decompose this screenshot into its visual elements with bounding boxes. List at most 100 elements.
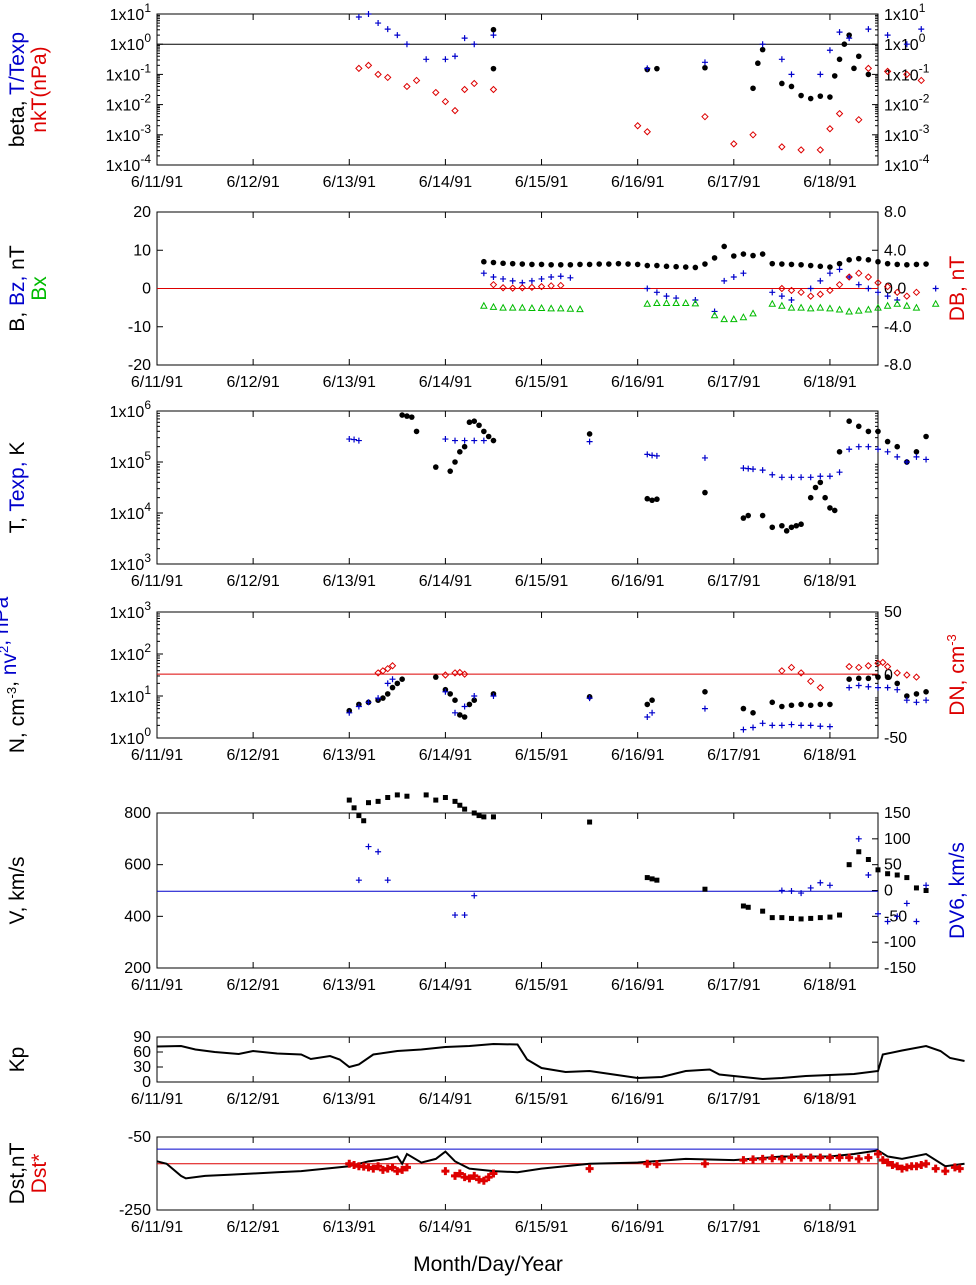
data-point-beta <box>918 26 925 33</box>
data-point-T <box>653 452 660 459</box>
data-point-B <box>663 293 670 300</box>
data-point-T <box>466 419 473 426</box>
data-point-N <box>394 680 401 687</box>
data-point-T <box>884 448 891 455</box>
data-point-N <box>355 703 362 710</box>
data-point-B <box>653 298 661 307</box>
data-point-V <box>471 810 477 816</box>
data-point-T <box>471 418 478 425</box>
data-point-Dst <box>883 1158 892 1167</box>
data-point-N <box>779 703 785 710</box>
data-point-B <box>518 284 527 292</box>
data-point-Dst <box>878 1156 887 1165</box>
data-point-beta <box>452 53 459 60</box>
data-point-B <box>826 270 833 277</box>
data-point-T <box>399 412 405 418</box>
data-point-beta <box>846 35 853 42</box>
data-point-N <box>441 671 450 679</box>
data-point-V <box>471 892 478 899</box>
data-point-N <box>817 701 824 708</box>
data-point-T <box>783 528 790 534</box>
y2-tick-label: 1x101 <box>884 1 926 24</box>
y-tick-label: 200 <box>124 960 151 977</box>
data-point-B <box>798 261 804 268</box>
data-point-Dst <box>643 1159 652 1168</box>
data-point-B <box>827 264 833 270</box>
data-point-N <box>855 675 862 682</box>
data-point-B <box>710 311 719 319</box>
data-point-B <box>500 260 506 267</box>
y-tick-label: 1x10-4 <box>106 152 152 175</box>
data-point-V <box>826 882 833 889</box>
data-point-beta <box>797 146 805 154</box>
data-point-T <box>701 454 708 461</box>
x-tick-label: 6/16/91 <box>611 174 664 191</box>
data-point-T <box>654 496 660 503</box>
data-point-B <box>643 299 652 307</box>
data-point-T <box>826 473 833 480</box>
data-point-B <box>672 298 680 307</box>
x-tick-label: 6/14/91 <box>419 573 472 590</box>
data-point-beta <box>798 92 804 99</box>
data-point-B <box>768 299 777 307</box>
data-point-B <box>538 275 545 282</box>
data-point-N <box>806 677 815 686</box>
y2-tick-label: -8.0 <box>884 357 912 374</box>
data-point-beta <box>403 41 410 48</box>
data-point-V <box>846 862 852 868</box>
data-point-V <box>375 848 382 855</box>
data-point-B <box>739 313 748 321</box>
data-point-B <box>875 289 881 296</box>
data-point-V <box>356 813 362 819</box>
y2-tick-label: -150 <box>884 960 916 977</box>
data-point-N <box>913 699 920 706</box>
data-point-V <box>798 916 804 922</box>
data-point-B <box>807 285 814 292</box>
y-axis-label-Dst: Dst,nT <box>6 1142 29 1204</box>
data-point-T <box>779 522 785 529</box>
y-axis-label-N: N, cm-3, nv2, nPa <box>0 596 29 753</box>
data-point-beta <box>835 109 844 118</box>
data-point-V <box>404 793 410 799</box>
data-point-T <box>745 512 752 519</box>
data-point-T <box>855 423 862 430</box>
data-point-Dst <box>816 1153 825 1162</box>
data-point-beta <box>701 112 709 121</box>
data-point-N <box>375 695 382 702</box>
x-tick-label: 6/17/91 <box>707 174 760 191</box>
y-axis-label-B: B, Bz, nT <box>6 245 29 332</box>
data-point-B <box>883 301 892 309</box>
x-tick-label: 6/12/91 <box>226 747 279 764</box>
data-point-V <box>346 797 352 803</box>
data-point-T <box>461 437 468 444</box>
data-point-N <box>471 697 478 703</box>
data-point-B <box>615 260 622 267</box>
data-point-T <box>923 433 929 440</box>
data-point-B <box>644 262 651 269</box>
plot-frame-T <box>156 410 879 565</box>
data-point-T <box>807 474 814 481</box>
data-point-N <box>807 722 814 729</box>
data-point-N <box>923 689 929 695</box>
x-tick-label: 6/14/91 <box>419 977 472 994</box>
data-point-B <box>817 263 824 270</box>
plot-frame-V <box>156 812 879 969</box>
data-point-B <box>644 285 651 292</box>
data-point-N <box>384 680 391 687</box>
data-point-T <box>481 428 487 435</box>
data-point-B <box>874 303 882 311</box>
data-point-Dst <box>470 1171 479 1180</box>
data-point-T <box>471 437 478 444</box>
y-tick-label: 600 <box>124 857 151 874</box>
data-point-Dst <box>955 1164 964 1173</box>
x-tick-label: 6/12/91 <box>226 977 279 994</box>
data-point-T <box>644 495 651 502</box>
data-point-T <box>778 474 785 481</box>
y-axis-label-T: T, Texp, K <box>6 442 29 534</box>
data-point-T <box>452 437 459 444</box>
data-point-B <box>654 262 660 269</box>
data-point-N <box>701 705 708 712</box>
x-tick-label: 6/16/91 <box>611 1219 664 1236</box>
x-tick-label: 6/11/91 <box>131 174 183 191</box>
data-point-Dst <box>369 1164 378 1173</box>
